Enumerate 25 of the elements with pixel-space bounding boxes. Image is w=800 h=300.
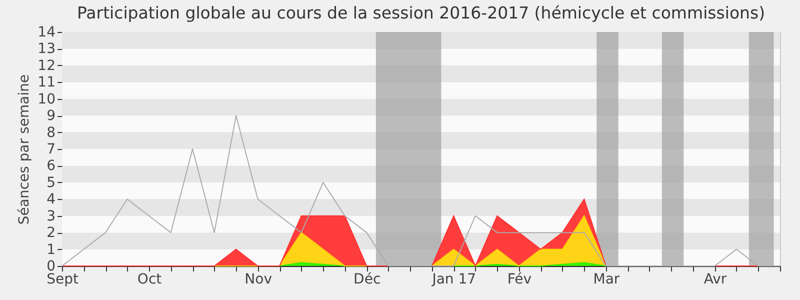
x-tick-label: Avr [704, 272, 727, 288]
y-tick-label: 9 [46, 108, 56, 124]
y-tick-label: 2 [46, 225, 56, 242]
y-tick-label: 0 [46, 258, 56, 274]
y-tick-label: 12 [38, 58, 56, 74]
y-tick-label: 3 [46, 208, 56, 224]
y-tick-label: 14 [38, 24, 56, 40]
chart-title: Participation globale au cours de la session 2016-2017 (hémicycle et commissions) [76, 4, 766, 22]
x-tick-label: Mar [593, 272, 620, 288]
y-tick-label: 10 [38, 91, 56, 108]
y-axis-title: Séances par semaine [16, 74, 33, 225]
x-tick-label: Déc [354, 272, 381, 288]
x-tick-label: Nov [244, 272, 272, 288]
x-tick-label: Fév [507, 272, 532, 288]
y-tick-label: 4 [46, 192, 56, 208]
x-tick-label: Jan 17 [431, 272, 476, 288]
y-tick-label: 5 [46, 174, 56, 191]
y-tick-label: 1 [46, 242, 56, 258]
x-tick-label: Oct [137, 272, 162, 288]
x-tick-label: Sept [46, 272, 79, 288]
y-tick-label: 13 [38, 41, 56, 58]
y-tick-label: 7 [46, 142, 56, 158]
y-tick-label: 6 [46, 158, 56, 174]
y-tick-label: 8 [46, 124, 56, 141]
y-tick-label: 11 [38, 74, 56, 91]
